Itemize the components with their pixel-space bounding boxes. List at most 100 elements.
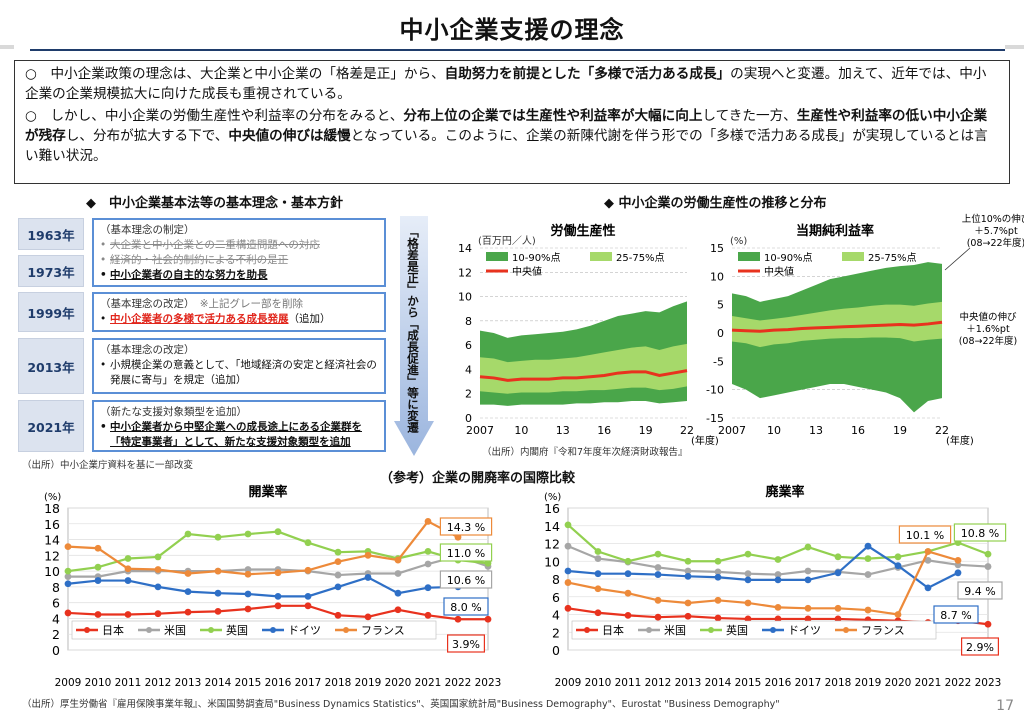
intl0-callout-label: 10.6 %: [447, 574, 485, 587]
summary-box: ○ 中小企業政策の理念は、大企業と中小企業の「格差是正」から、自助努力を前提とし…: [14, 60, 1010, 184]
dist1-ytick: 10: [710, 270, 724, 283]
intl0-data-point: [424, 611, 432, 619]
intl1-data-point: [684, 557, 692, 565]
year-1963: 1963年: [18, 218, 84, 250]
intl0-data-point: [184, 588, 192, 596]
policy-box-1963: （基本理念の制定） 大企業と中小企業との二重構造問題への対応 経済的・社会的制約…: [92, 218, 386, 287]
intl1-data-point: [654, 571, 662, 578]
summary-text: の実現へと変遷。加えて、近年では、中小企業の企業規模拡大に向けた成長も重視されて…: [25, 66, 987, 102]
policy-source: （出所）中小企業庁資料を基に一部改変: [22, 460, 194, 471]
intl0-callout-box: [439, 517, 493, 536]
intl0-ylabel: (%): [44, 492, 61, 503]
intl0-data-point: [304, 539, 312, 547]
intl1-xtick: 2022: [945, 677, 972, 689]
intl0-callout-label: 3.9%: [452, 638, 480, 651]
dist1-ytick: 15: [710, 242, 724, 255]
title-underline: [30, 49, 1005, 51]
intl0-ytick: 14: [44, 533, 60, 548]
intl0-data-point: [64, 567, 72, 575]
intl1-ytick: 6: [552, 590, 560, 605]
dist0-xtick: 13: [556, 424, 570, 437]
policy-item-red: 中小企業者の多様で活力ある成長発展: [110, 313, 289, 325]
intl1-data-point: [774, 615, 782, 623]
intl0-data-point: [304, 602, 312, 610]
intl0-data-point: [304, 592, 312, 600]
international-source: （出所）厚生労働省『雇用保険事業年報』、米国国勢調査局"Business Dyn…: [22, 699, 780, 710]
policy-heading: ◆ 中小企業基本法等の基本理念・基本方針: [86, 196, 343, 211]
intl1-data-point: [834, 553, 842, 561]
policy-note: ※上記グレー部を削除: [199, 298, 304, 310]
intl0-ytick: 6: [52, 596, 60, 611]
intl1-data-point: [744, 576, 752, 584]
intl0-data-point: [364, 613, 372, 621]
dist1-median-line: [731, 320, 943, 333]
policy-box-head: （基本理念の改定）: [100, 298, 190, 310]
intl1-callout-box: [960, 637, 999, 656]
intl0-data-point: [214, 567, 222, 575]
intl1-callout-label: 8.7 %: [940, 609, 971, 622]
dist1-ytick: 5: [717, 299, 724, 312]
intl1-data-point: [774, 604, 782, 611]
intl0-xtick: 2020: [385, 677, 412, 689]
policy-box-head: （新たな支援対象類型を追加）: [100, 406, 247, 418]
intl1-data-point: [894, 562, 902, 570]
intl1-ytick: 2: [552, 625, 560, 640]
dist1-title: 当期純利益率: [796, 223, 874, 239]
intl0-data-point: [334, 571, 342, 579]
intl1-data-point: [804, 615, 812, 623]
summary-text: ○ しかし、中小企業の労働生産性や利益率の分布をみると、: [25, 108, 404, 124]
intl1-xtick: 2012: [645, 677, 672, 689]
policy-box-head: （基本理念の改定）: [100, 344, 195, 356]
intl1-data-point: [594, 548, 602, 555]
annotation-mid-line: (08→22年度): [959, 335, 1018, 347]
intl1-data-point: [564, 579, 572, 586]
intl0-legend-marker: [146, 627, 152, 633]
intl1-data-point: [774, 571, 782, 578]
intl1-data-point: [594, 555, 602, 562]
intl1-series-line: [567, 544, 959, 590]
dist0-band-25-75: [480, 343, 687, 394]
dist0-ylabel: (百万円／人): [478, 235, 536, 247]
intl1-data-point: [894, 611, 902, 618]
intl0-data-point: [364, 574, 372, 581]
intl0-ytick: 4: [52, 611, 60, 626]
intl0-xtick: 2016: [265, 677, 292, 689]
intl0-legend-label: 米国: [164, 624, 186, 637]
intl1-callout-label: 10.1 %: [906, 529, 944, 542]
intl0-data-point: [394, 606, 402, 614]
dist0-xtick: 19: [639, 424, 653, 437]
intl0-data-point: [244, 566, 252, 573]
intl1-data-point: [804, 543, 812, 551]
intl0-data-point: [334, 583, 342, 591]
intl0-legend-marker: [270, 627, 276, 633]
intl1-data-point: [864, 571, 872, 578]
intl1-callout-box: [953, 523, 1007, 542]
intl0-data-point: [484, 615, 492, 623]
intl0-data-point: [244, 590, 252, 598]
dist0-ytick: 0: [465, 412, 472, 425]
dist0-ytick: 12: [458, 266, 472, 279]
dist0-legend-swatch: [590, 252, 612, 261]
intl1-legend-marker: [584, 627, 590, 633]
intl0-data-point: [214, 589, 222, 597]
intl0-callout-label: 14.3 %: [447, 521, 485, 534]
year-2013: 2013年: [18, 338, 84, 394]
intl1-data-point: [924, 584, 932, 592]
intl1-data-point: [594, 609, 602, 617]
intl1-data-point: [804, 604, 812, 612]
annotation-top-line: 上位10%の伸び: [962, 213, 1024, 225]
intl0-data-point: [124, 611, 132, 618]
intl1-data-point: [714, 573, 722, 581]
intl0-ytick: 18: [44, 501, 60, 516]
summary-text: となっている。このように、企業の新陳代謝を伴う形での「多様で活力ある成長」が実現…: [25, 128, 988, 164]
dist0-legend-swatch: [486, 252, 508, 261]
intl0-data-point: [454, 615, 462, 623]
dist0-xtick: 16: [597, 424, 611, 437]
intl0-data-point: [214, 607, 222, 615]
intl0-data-point: [274, 528, 282, 536]
intl0-ytick: 8: [52, 580, 60, 595]
intl1-xtick: 2017: [795, 677, 822, 689]
intl1-data-point: [924, 556, 932, 564]
intl0-callout-box: [439, 543, 493, 562]
